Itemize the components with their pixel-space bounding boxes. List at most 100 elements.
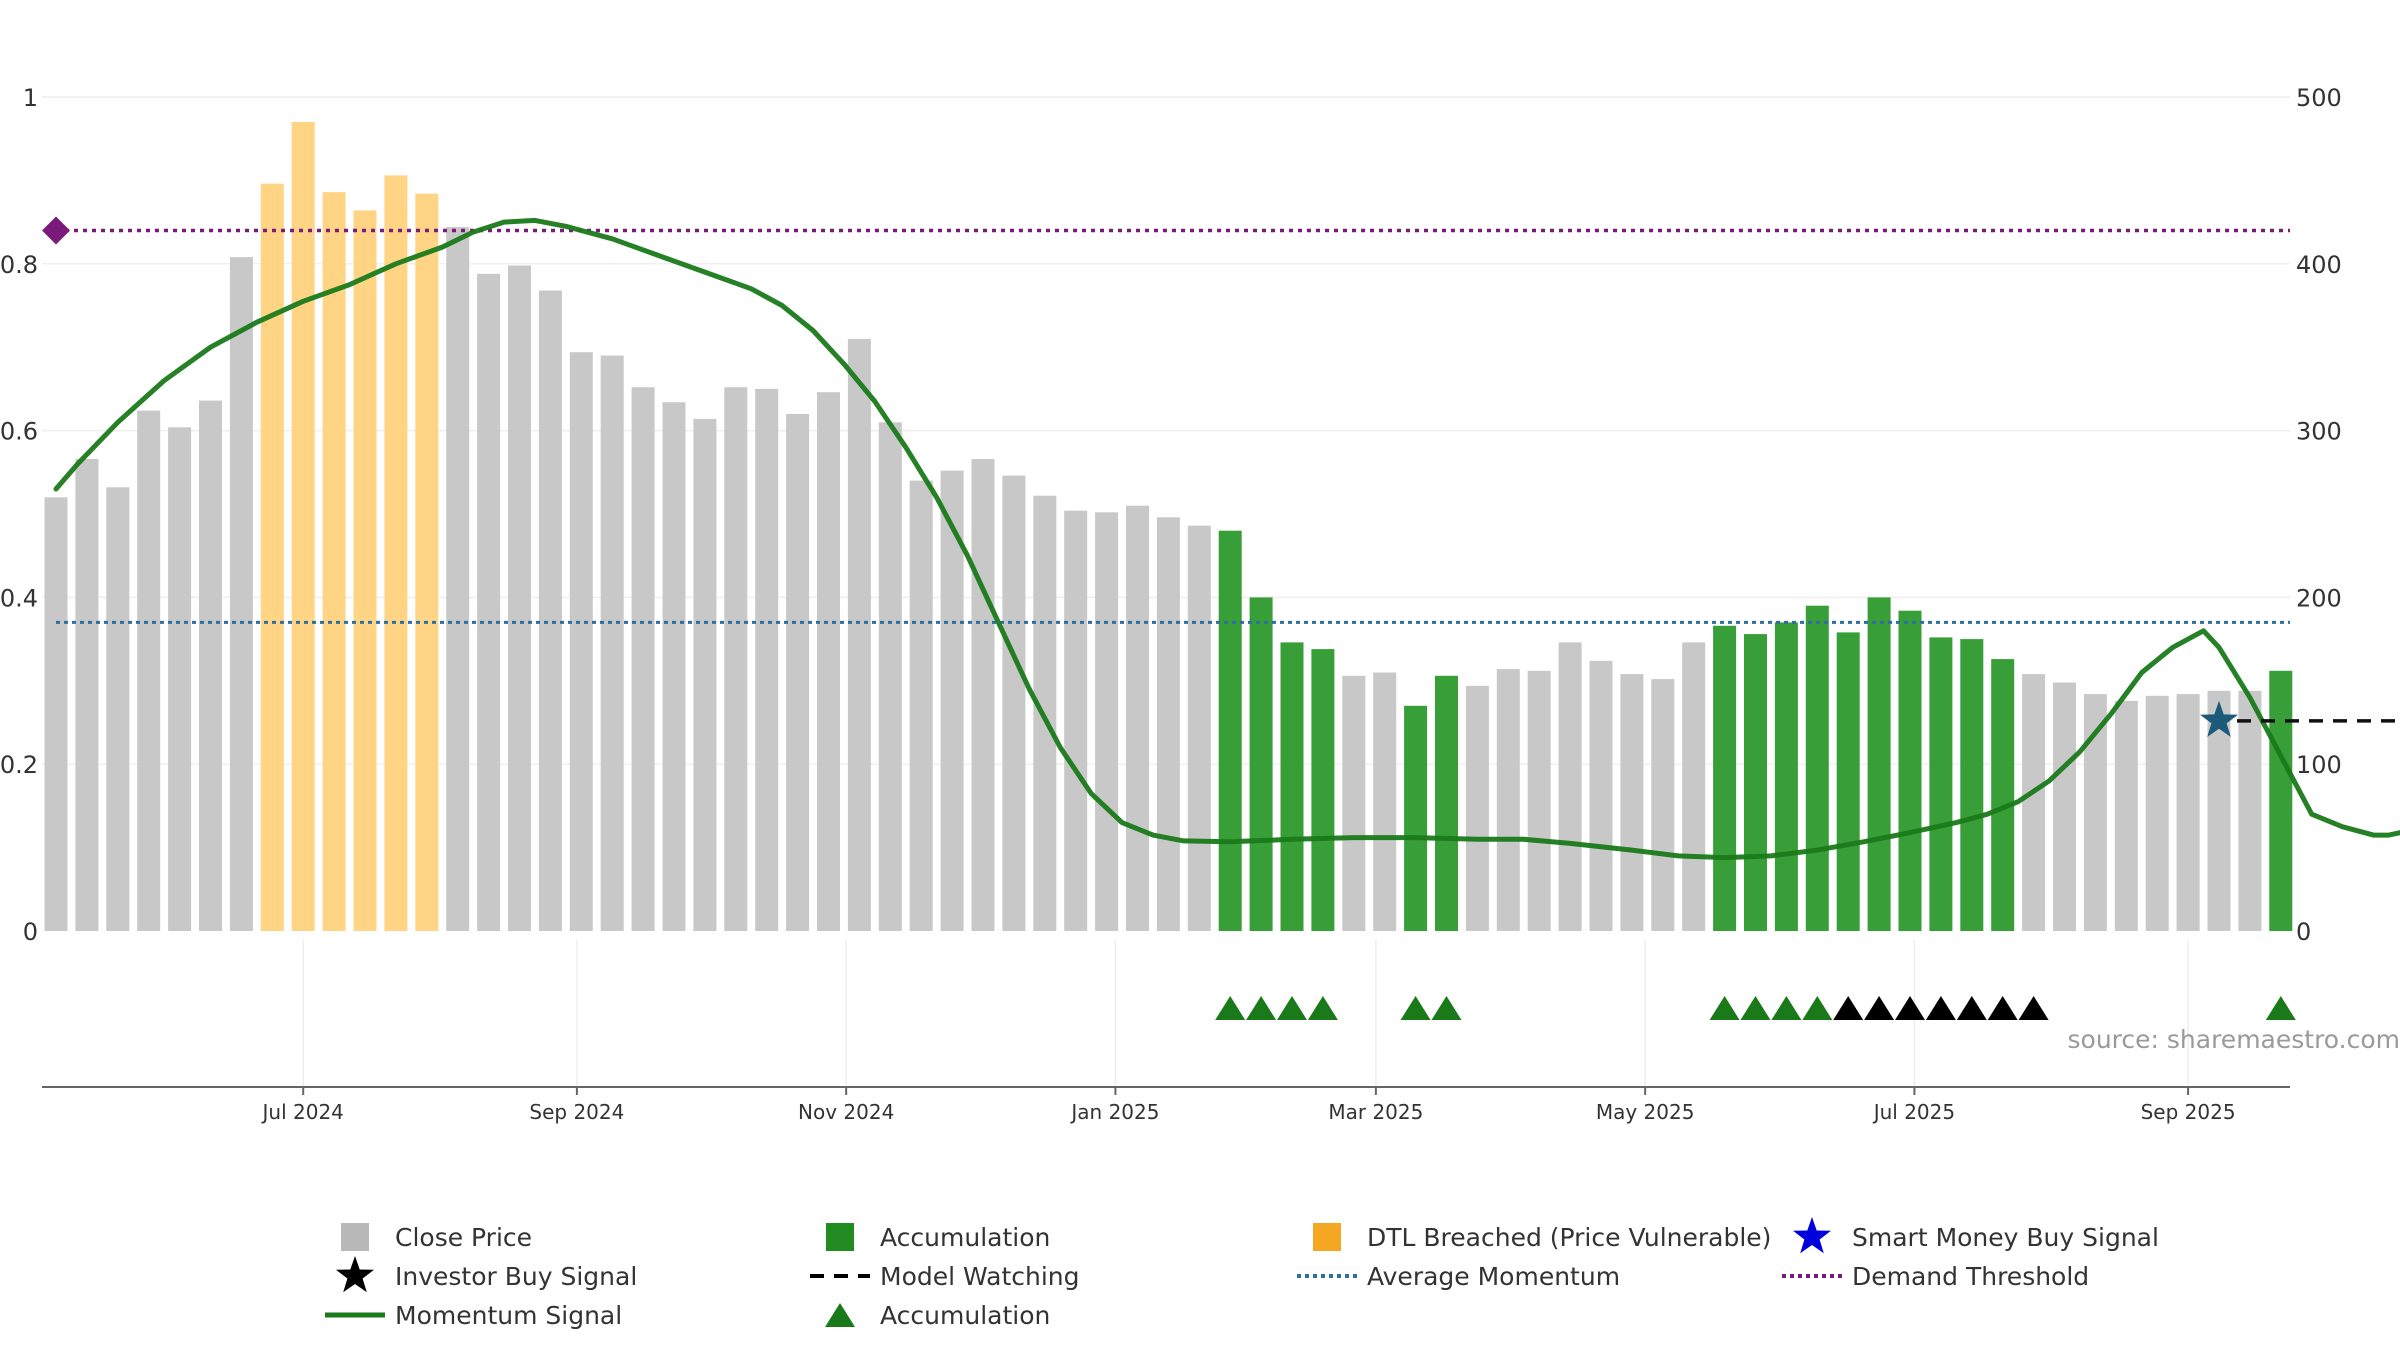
legend-label: Demand Threshold bbox=[1852, 1262, 2089, 1291]
accumulation-bar bbox=[2269, 670, 2293, 931]
close-price-bar bbox=[508, 265, 531, 931]
close-price-bar bbox=[168, 427, 192, 931]
close-price-bar bbox=[662, 402, 686, 931]
investor-buy-triangle bbox=[1833, 996, 1864, 1020]
legend-square-swatch bbox=[341, 1223, 369, 1251]
legend-item: Momentum Signal bbox=[325, 1301, 622, 1330]
dtl-breached-bar bbox=[353, 210, 377, 931]
close-price-bar bbox=[693, 418, 717, 931]
x-tick-label: May 2025 bbox=[1596, 1100, 1695, 1124]
accumulation-bar bbox=[1774, 622, 1798, 931]
close-price-bar bbox=[199, 400, 222, 932]
x-tick-label: Sep 2025 bbox=[2141, 1100, 2236, 1124]
close-price-bar bbox=[1620, 674, 1644, 931]
close-price-bar bbox=[44, 497, 68, 931]
accumulation-bar bbox=[1960, 639, 1984, 931]
close-price-bar bbox=[724, 387, 748, 931]
accumulation-bar bbox=[1929, 637, 1953, 931]
momentum-signal-line bbox=[53, 217, 2400, 861]
left-axis-tick: 0 bbox=[23, 918, 38, 946]
investor-buy-triangle bbox=[1925, 996, 1956, 1020]
close-price-bar bbox=[137, 410, 161, 932]
legend-star-icon bbox=[1793, 1217, 1831, 1254]
close-price-bar bbox=[2083, 694, 2107, 931]
accumulation-bar bbox=[1280, 642, 1304, 931]
legend-item: Accumulation bbox=[825, 1301, 1050, 1330]
legend-item: Smart Money Buy Signal bbox=[1793, 1217, 2159, 1254]
investor-buy-triangle bbox=[1987, 996, 2018, 1020]
x-tick-label: Sep 2024 bbox=[529, 1100, 624, 1124]
left-axis-tick: 0.8 bbox=[0, 251, 38, 279]
legend-square-swatch bbox=[1313, 1223, 1341, 1251]
close-price-bar bbox=[1651, 679, 1675, 931]
close-price-bar bbox=[817, 392, 840, 931]
accumulation-triangle bbox=[1307, 996, 1338, 1020]
dtl-breached-bar bbox=[415, 193, 439, 931]
accumulation-bar bbox=[1404, 705, 1428, 931]
accumulation-triangle bbox=[1215, 996, 1246, 1020]
close-price-bar bbox=[2176, 694, 2200, 931]
legend-label: Accumulation bbox=[880, 1301, 1050, 1330]
accumulation-bar bbox=[1898, 610, 1922, 931]
right-axis-tick: 400 bbox=[2296, 251, 2342, 279]
accumulation-bar bbox=[1713, 625, 1737, 931]
legend-label: Model Watching bbox=[880, 1262, 1080, 1291]
close-price-bar bbox=[1373, 672, 1397, 931]
accumulation-bar bbox=[1311, 649, 1335, 931]
close-price-bar bbox=[1187, 525, 1211, 931]
legend-item: Average Momentum bbox=[1297, 1262, 1620, 1291]
dtl-breached-bar bbox=[322, 192, 346, 932]
legend-label: Average Momentum bbox=[1367, 1262, 1620, 1291]
legend: Close Price Accumulation DTL Breached (Pri… bbox=[325, 1217, 2159, 1330]
close-price-bar bbox=[2053, 682, 2076, 931]
investor-buy-triangle bbox=[1956, 996, 1987, 1020]
legend-label: DTL Breached (Price Vulnerable) bbox=[1367, 1223, 1771, 1252]
right-axis-tick: 0 bbox=[2296, 918, 2311, 946]
accumulation-bar bbox=[1867, 597, 1891, 931]
left-axis-tick: 0.4 bbox=[0, 584, 38, 612]
legend-label: Accumulation bbox=[880, 1223, 1050, 1252]
accumulation-triangle bbox=[1431, 996, 1462, 1020]
x-tick-label: Mar 2025 bbox=[1328, 1100, 1423, 1124]
close-price-bar bbox=[569, 352, 593, 931]
close-price-bar bbox=[600, 355, 624, 931]
close-price-bar bbox=[2114, 700, 2138, 931]
demand-threshold-marker bbox=[42, 216, 70, 245]
dtl-breached-bar bbox=[384, 175, 408, 931]
source-label: source: sharemaestro.com bbox=[2068, 1025, 2400, 1054]
legend-item: Close Price bbox=[341, 1223, 532, 1252]
axes: 0 0.2 0.4 0.6 0.8 1 0 100 200 300 400 500 Jul 2024 Se… bbox=[0, 84, 2342, 1124]
right-axis-tick: 300 bbox=[2296, 418, 2342, 446]
right-axis-tick: 200 bbox=[2296, 584, 2342, 612]
close-price-bar bbox=[75, 459, 99, 931]
accumulation-triangle bbox=[1246, 996, 1277, 1020]
close-price-bar bbox=[1095, 512, 1119, 931]
accumulation-triangle bbox=[1277, 996, 1307, 1020]
close-price-bar bbox=[1064, 510, 1088, 931]
close-price-bar bbox=[909, 480, 933, 931]
legend-label: Close Price bbox=[395, 1223, 532, 1252]
close-price-bar bbox=[1342, 675, 1366, 931]
accumulation-triangle bbox=[1740, 996, 1771, 1020]
accumulation-bar bbox=[1836, 632, 1860, 931]
accumulation-bar bbox=[1435, 675, 1458, 931]
accumulation-triangle bbox=[1400, 996, 1431, 1020]
close-price-bar bbox=[971, 459, 995, 931]
right-axis-tick: 500 bbox=[2296, 84, 2342, 112]
close-price-bar bbox=[631, 387, 655, 931]
right-axis-tick: 100 bbox=[2296, 751, 2342, 779]
close-price-bar bbox=[477, 273, 501, 931]
close-price-bar bbox=[1126, 505, 1149, 931]
legend-item: Accumulation bbox=[826, 1223, 1050, 1252]
close-price-bar bbox=[1558, 642, 1582, 931]
smart-money-buy-star bbox=[2200, 700, 2238, 737]
accumulation-triangle bbox=[1709, 996, 1740, 1020]
dtl-breached-bar bbox=[291, 122, 315, 931]
left-axis-tick: 0.2 bbox=[0, 751, 38, 779]
legend-item: Model Watching bbox=[810, 1262, 1080, 1291]
close-price-bar bbox=[229, 257, 253, 932]
accumulation-triangle bbox=[1802, 996, 1833, 1020]
legend-item: DTL Breached (Price Vulnerable) bbox=[1313, 1223, 1771, 1252]
close-price-bar bbox=[1527, 670, 1551, 931]
accumulation-triangle bbox=[2265, 996, 2296, 1020]
